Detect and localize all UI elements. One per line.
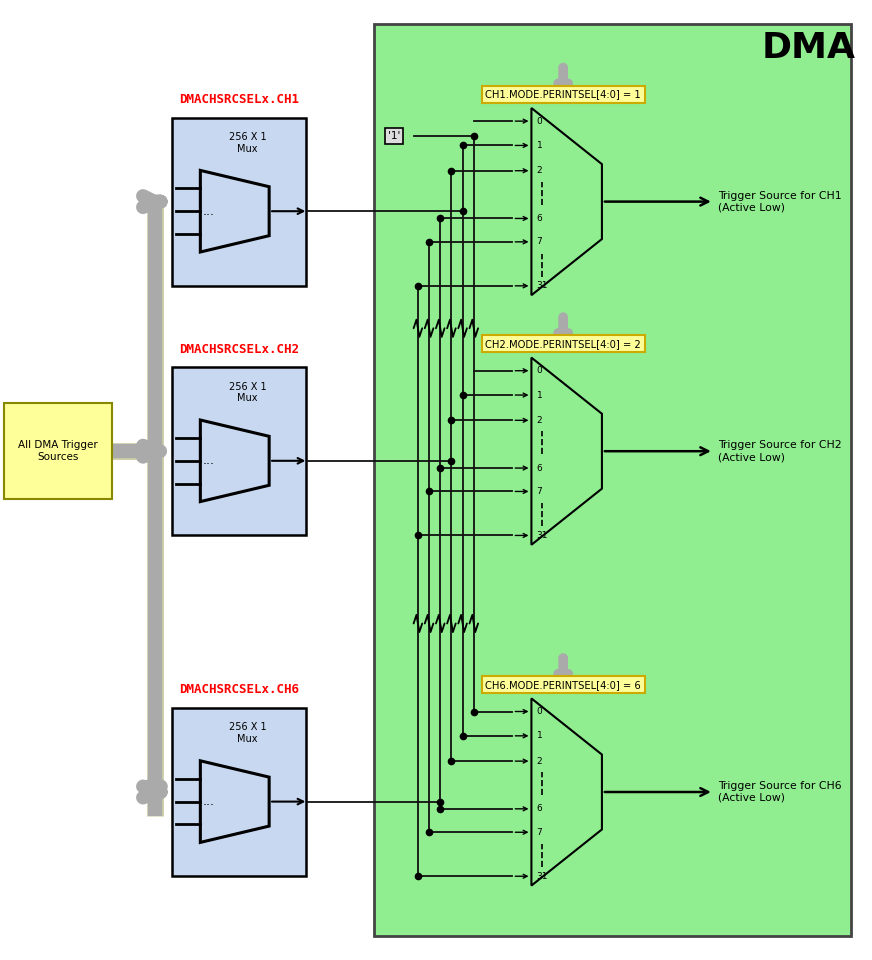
Text: DMACHSRCSELx.CH2: DMACHSRCSELx.CH2 (179, 343, 299, 355)
FancyBboxPatch shape (173, 368, 306, 536)
Text: 7: 7 (536, 828, 542, 837)
Text: ...: ... (203, 454, 215, 468)
Text: 1: 1 (536, 732, 542, 740)
Text: DMA: DMA (761, 31, 855, 64)
Text: 256 X 1
Mux: 256 X 1 Mux (228, 723, 267, 744)
Text: CH1.MODE.PERINTSEL[4:0] = 1: CH1.MODE.PERINTSEL[4:0] = 1 (485, 89, 641, 99)
Text: Trigger Source for CH6
(Active Low): Trigger Source for CH6 (Active Low) (718, 781, 841, 803)
Text: 0: 0 (536, 366, 542, 375)
Text: 6: 6 (536, 214, 542, 223)
Text: 2: 2 (536, 166, 542, 176)
FancyBboxPatch shape (173, 118, 306, 286)
FancyBboxPatch shape (173, 708, 306, 876)
Text: All DMA Trigger
Sources: All DMA Trigger Sources (18, 441, 98, 462)
Text: CH2.MODE.PERINTSEL[4:0] = 2: CH2.MODE.PERINTSEL[4:0] = 2 (485, 339, 641, 348)
Text: 7: 7 (536, 237, 542, 247)
Text: 31: 31 (536, 531, 548, 540)
FancyBboxPatch shape (4, 403, 112, 499)
Text: 256 X 1
Mux: 256 X 1 Mux (228, 132, 267, 154)
Text: 6: 6 (536, 464, 542, 472)
Text: 7: 7 (536, 487, 542, 496)
Text: 1: 1 (536, 141, 542, 150)
Text: ...: ... (203, 204, 215, 218)
Text: 31: 31 (536, 281, 548, 290)
Text: 256 X 1
Mux: 256 X 1 Mux (228, 381, 267, 403)
Text: 1: 1 (536, 391, 542, 399)
Text: 0: 0 (536, 707, 542, 716)
Text: DMACHSRCSELx.CH1: DMACHSRCSELx.CH1 (179, 93, 299, 106)
Text: 6: 6 (536, 804, 542, 813)
Text: CH6.MODE.PERINTSEL[4:0] = 6: CH6.MODE.PERINTSEL[4:0] = 6 (485, 680, 641, 689)
Text: Trigger Source for CH2
(Active Low): Trigger Source for CH2 (Active Low) (718, 441, 841, 462)
Text: 2: 2 (536, 416, 542, 425)
FancyBboxPatch shape (374, 24, 851, 936)
Text: ...: ... (203, 795, 215, 808)
Text: 0: 0 (536, 116, 542, 126)
Text: DMACHSRCSELx.CH6: DMACHSRCSELx.CH6 (179, 684, 299, 697)
Text: '1': '1' (388, 132, 400, 141)
Text: Trigger Source for CH1
(Active Low): Trigger Source for CH1 (Active Low) (718, 191, 841, 212)
Text: 31: 31 (536, 872, 548, 880)
Text: 2: 2 (536, 756, 542, 766)
